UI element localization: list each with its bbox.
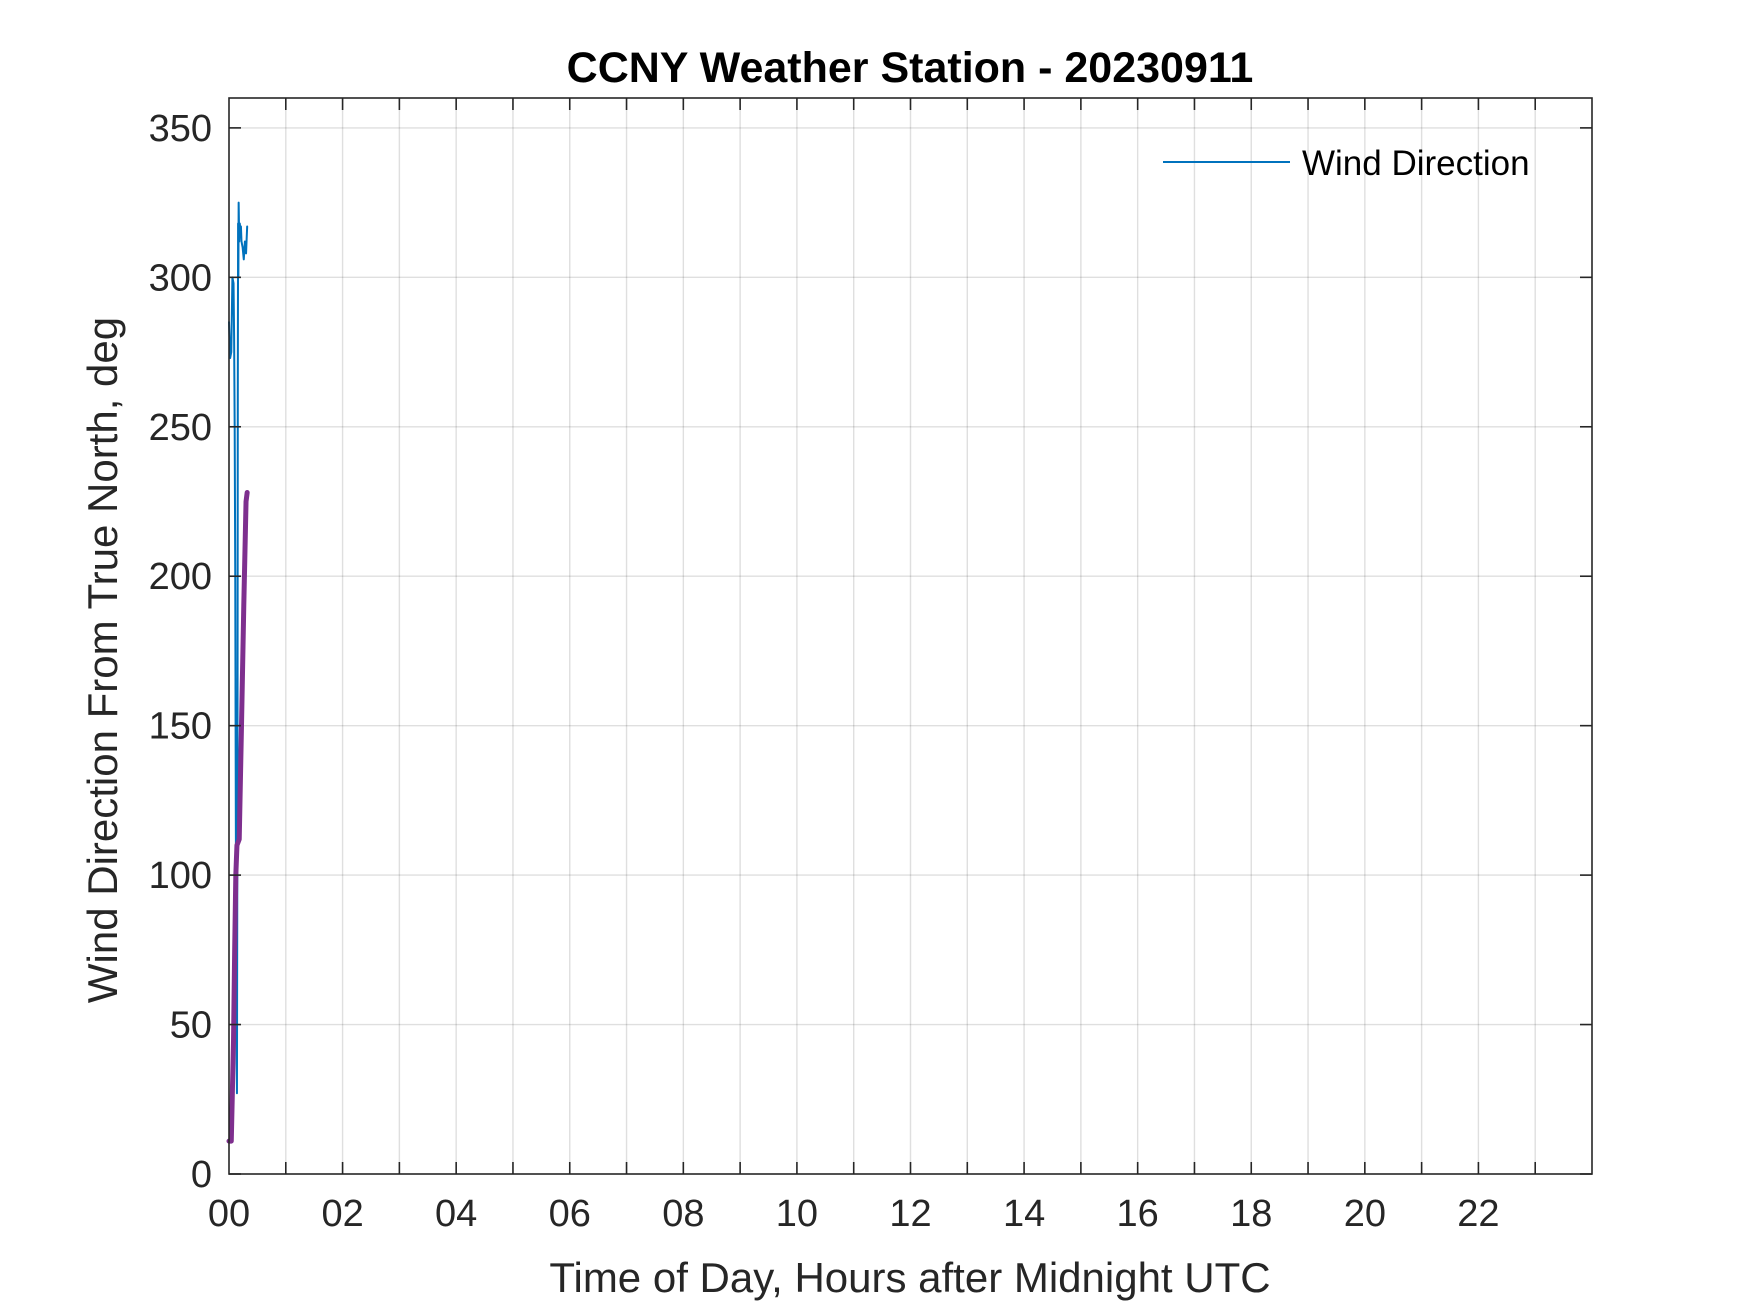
x-tick-label: 12 [889,1193,931,1235]
x-tick-label: 20 [1344,1193,1386,1235]
x-tick-label: 02 [321,1193,363,1235]
y-axis-label: Wind Direction From True North, deg [79,317,126,1003]
y-tick-label: 250 [149,407,212,449]
y-tick-label: 300 [149,257,212,299]
y-tick-label: 100 [149,855,212,897]
x-tick-label: 06 [549,1193,591,1235]
x-tick-label: 04 [435,1193,477,1235]
y-tick-label: 0 [191,1154,212,1196]
x-tick-label: 08 [662,1193,704,1235]
y-tick-label: 150 [149,706,212,748]
x-tick-label: 10 [776,1193,818,1235]
y-tick-label: 50 [170,1005,212,1047]
x-tick-label: 14 [1003,1193,1045,1235]
plot-area [229,98,1592,1174]
legend-label-wind-direction: Wind Direction [1302,144,1530,183]
y-tick-labels: 0 50 100 150 200 250 300 350 [149,108,212,1196]
series-line-wind-direction-trend [226,490,250,1144]
x-tick-label: 22 [1457,1193,1499,1235]
y-tick-label: 200 [149,556,212,598]
x-tick-label: 16 [1117,1193,1159,1235]
grid-lines [229,98,1592,1174]
series-line-wind-direction [228,201,249,1095]
x-tick-label: 18 [1230,1193,1272,1235]
tick-marks [229,98,1592,1175]
x-axis-label: Time of Day, Hours after Midnight UTC [549,1254,1270,1301]
data-series [226,201,250,1144]
chart-title: CCNY Weather Station - 20230911 [567,44,1254,92]
y-tick-label: 350 [149,108,212,150]
x-tick-label: 00 [208,1193,250,1235]
x-tick-labels: 00 02 04 06 08 10 12 14 16 18 20 22 [208,1193,1500,1235]
legend: Wind Direction [1163,144,1530,183]
